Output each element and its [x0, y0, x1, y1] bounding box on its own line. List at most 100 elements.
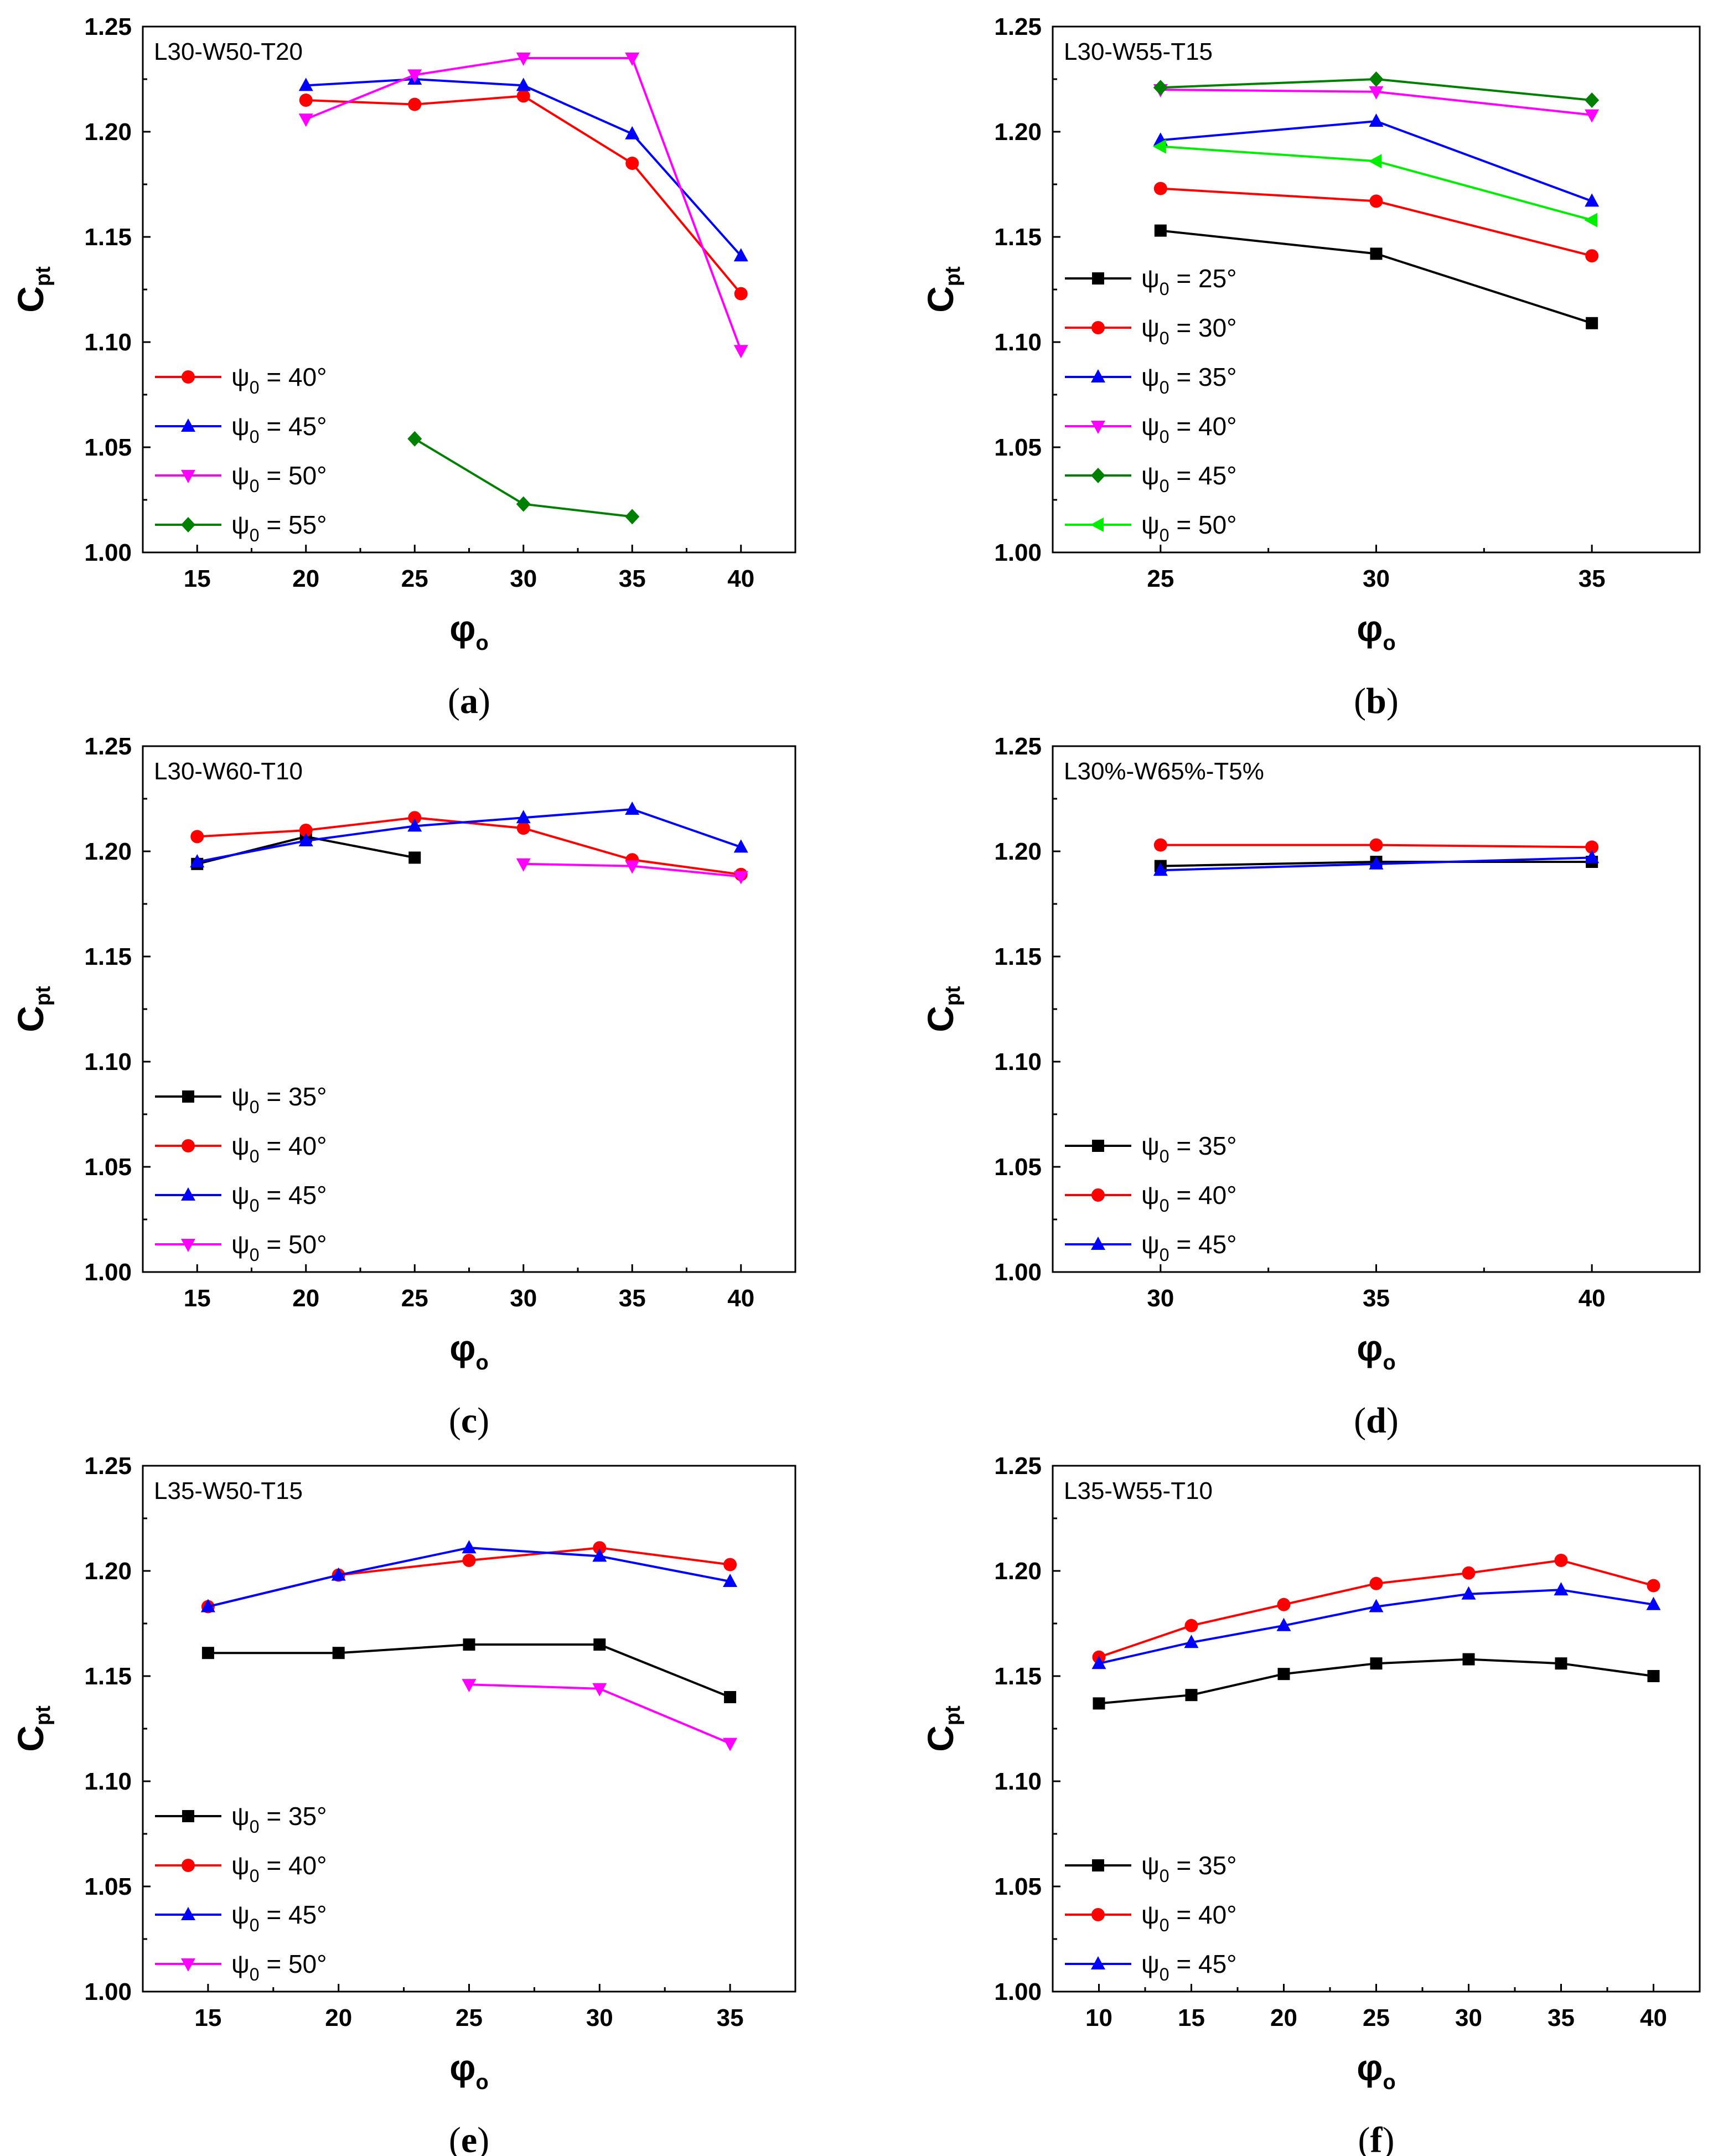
legend-label-pre: ψ: [1141, 363, 1160, 391]
y-tick-label: 1.00: [84, 1259, 132, 1286]
legend-label-post: = 35°: [260, 1082, 327, 1111]
data-point: [516, 496, 531, 512]
legend-marker: [1090, 518, 1104, 532]
data-point: [1185, 1689, 1198, 1702]
data-point: [407, 431, 422, 447]
legend-label: ψ0 = 40°: [231, 363, 327, 397]
legend: ψ0 = 35°ψ0 = 40°ψ0 = 45°ψ0 = 50°: [155, 1082, 327, 1265]
caption-letter: e: [461, 2120, 477, 2156]
legend-label-sub: 0: [1160, 378, 1169, 397]
y-axis-label-main: C: [10, 286, 51, 313]
series-line: [196, 808, 742, 863]
legend-label: ψ0 = 40°: [1141, 1900, 1237, 1935]
y-tick-label: 1.10: [84, 1048, 132, 1076]
legend-label: ψ0 = 25°: [1141, 264, 1237, 299]
legend-label-sub: 0: [250, 1245, 260, 1265]
legend-label-sub: 0: [250, 1964, 260, 1984]
legend-marker: [181, 1958, 195, 1972]
panel-caption: (c): [449, 1400, 489, 1441]
caption-open: (: [1354, 1400, 1366, 1441]
legend-marker: [1091, 1908, 1105, 1921]
data-point: [733, 248, 748, 262]
data-point: [723, 1558, 737, 1571]
legend-label-sub: 0: [250, 1915, 260, 1935]
legend-label-sub: 0: [1160, 1915, 1169, 1935]
panel-title: L30%-W65%-T5%: [1064, 758, 1264, 785]
caption-open: (: [1358, 2120, 1370, 2156]
legend-label-pre: ψ: [1141, 461, 1160, 490]
legend-label: ψ0 = 35°: [231, 1802, 327, 1837]
x-tick-label: 30: [1147, 1285, 1174, 1312]
x-tick-label: 15: [194, 2004, 221, 2031]
x-tick-label: 25: [1147, 565, 1174, 592]
y-axis-label: Cpt: [920, 986, 965, 1032]
legend-marker: [1091, 421, 1105, 434]
data-point: [625, 860, 640, 874]
caption-close: ): [477, 1400, 489, 1441]
x-axis-label-main: φ: [449, 2047, 475, 2088]
legend-label-post: = 40°: [1169, 412, 1237, 441]
legend-label-sub: 0: [250, 378, 260, 397]
legend-label-pre: ψ: [1141, 1230, 1160, 1259]
legend-label-post: = 50°: [260, 461, 327, 490]
y-axis-label-sub: pt: [941, 1705, 965, 1725]
legend-label: ψ0 = 45°: [1141, 461, 1237, 496]
x-axis-label: φo: [449, 608, 488, 655]
legend: ψ0 = 25°ψ0 = 30°ψ0 = 35°ψ0 = 40°ψ0 = 45°…: [1065, 264, 1237, 545]
y-tick-label: 1.20: [994, 1558, 1042, 1585]
data-point: [1153, 182, 1167, 195]
legend-label: ψ0 = 35°: [1141, 363, 1237, 397]
caption-letter: c: [461, 1400, 477, 1441]
series-2: [298, 53, 748, 359]
data-point: [332, 1647, 345, 1659]
legend-label-post: = 40°: [260, 1851, 327, 1880]
legend-label-post: = 45°: [260, 1900, 327, 1929]
x-tick-label: 35: [619, 1285, 646, 1312]
y-axis-label-main: C: [10, 1006, 51, 1032]
series-2: [1153, 850, 1600, 876]
y-tick-label: 1.10: [84, 1768, 132, 1795]
caption-close: ): [1386, 1400, 1399, 1441]
data-point: [724, 1691, 737, 1703]
legend-marker: [182, 1810, 194, 1822]
legend-label-sub: 0: [250, 427, 260, 447]
data-point: [462, 1554, 476, 1567]
legend-label-sub: 0: [1160, 1964, 1169, 1984]
y-tick-label: 1.10: [994, 329, 1042, 356]
y-tick-label: 1.00: [994, 1978, 1042, 2005]
y-axis-label: Cpt: [920, 266, 965, 313]
y-axis-label-main: C: [10, 1725, 51, 1752]
x-tick-label: 35: [1363, 1285, 1390, 1312]
data-point: [407, 69, 422, 83]
y-tick-label: 1.05: [84, 434, 132, 461]
legend-label-pre: ψ: [231, 1802, 250, 1831]
legend-label-pre: ψ: [231, 363, 250, 391]
data-point: [1462, 1653, 1475, 1666]
y-tick-label: 1.00: [84, 1978, 132, 2005]
x-tick-label: 30: [586, 2004, 613, 2031]
legend-label-post: = 45°: [260, 1181, 327, 1209]
panel-d: 1.00 1.05 1.10 1.15 1.20 1.25 30 35 40 Cpt φo L30%-…: [920, 733, 1701, 1441]
data-point: [625, 802, 640, 815]
legend-label-pre: ψ: [231, 1950, 250, 1978]
legend-label-post: = 50°: [260, 1230, 327, 1259]
legend-label: ψ0 = 45°: [231, 412, 327, 447]
x-axis-label-sub: o: [1383, 1351, 1396, 1374]
data-point: [516, 858, 531, 872]
caption-close: ): [1386, 681, 1399, 721]
panel-caption: (a): [448, 681, 490, 721]
series-1: [1153, 182, 1599, 263]
legend-label-post: = 35°: [1169, 363, 1237, 391]
data-point: [592, 1683, 607, 1697]
panel-b: 1.00 1.05 1.10 1.15 1.20 1.25 25 30 35 Cpt φo L30-W…: [920, 13, 1701, 721]
x-axis-label-main: φ: [449, 1327, 475, 1368]
x-tick-label: 15: [184, 565, 211, 592]
legend-marker: [1091, 1237, 1105, 1250]
caption-close: ): [1382, 2120, 1394, 2156]
legend-label: ψ0 = 40°: [1141, 412, 1237, 447]
data-point: [1184, 1635, 1199, 1648]
legend-label: ψ0 = 45°: [231, 1181, 327, 1216]
data-point: [1091, 1656, 1106, 1669]
x-tick-label: 30: [1363, 565, 1390, 592]
panel-title: L35-W55-T10: [1064, 1477, 1213, 1504]
